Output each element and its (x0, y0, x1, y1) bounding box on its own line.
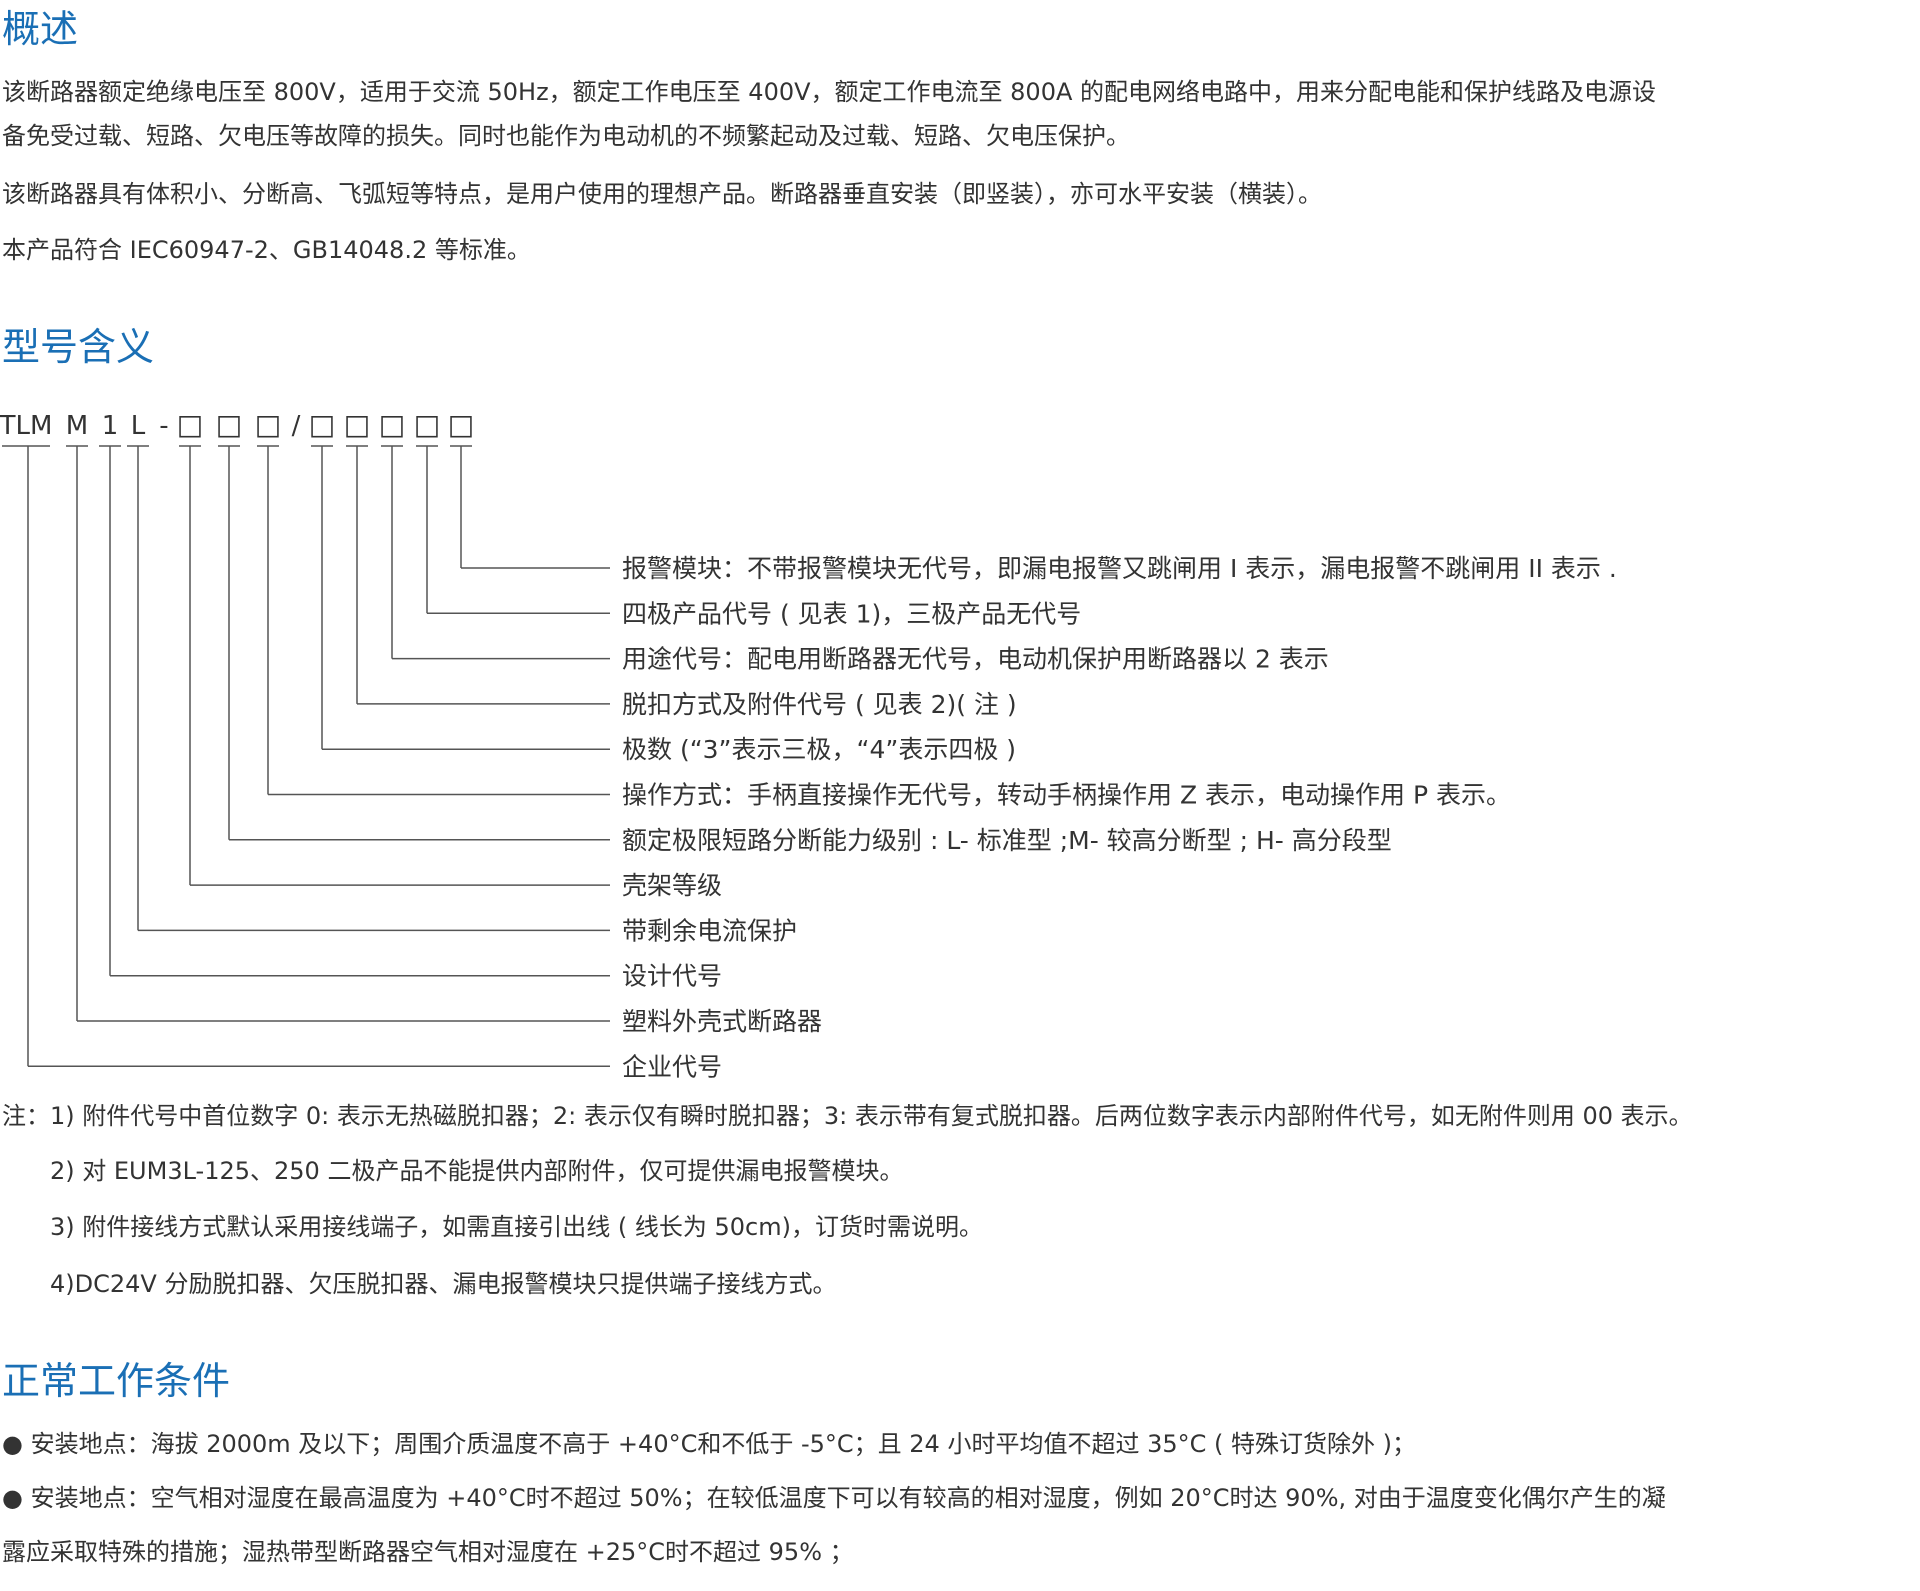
model-description: 企业代号 (622, 1052, 722, 1081)
bullet-icon: ● (2, 1430, 23, 1458)
model-description: 操作方式：手柄直接操作无代号，转动手柄操作用 Z 表示，电动操作用 P 表示。 (622, 781, 1511, 810)
condition-item-text: 安装地点：空气相对湿度在最高温度为 +40°C时不超过 50%；在较低温度下可以… (30, 1484, 1666, 1512)
code-placeholder-box: □ (255, 408, 281, 441)
model-diagram: TLM M 1 L - □ □ □ / □ □ □ □ □ 报警模块：不带报警模块无代号，即漏电报警又跳闸… (0, 408, 1617, 1081)
code-part: M (66, 411, 88, 441)
model-description: 脱扣方式及附件代号 ( 见表 2)( 注 ) (622, 690, 1017, 719)
condition-item-2: ● 安装地点：空气相对湿度在最高温度为 +40°C时不超过 50%；在较低温度下… (2, 1484, 1666, 1513)
code-placeholder-box: □ (177, 408, 203, 441)
model-description: 额定极限短路分断能力级别 : L- 标准型 ;M- 较高分断型 ; H- 高分段… (622, 826, 1392, 855)
condition-item-text: 安装地点：海拔 2000m 及以下；周围介质温度不高于 +40°C和不低于 -5… (30, 1430, 1416, 1458)
model-description: 塑料外壳式断路器 (622, 1007, 822, 1036)
model-description: 带剩余电流保护 (622, 916, 797, 945)
code-part: - (159, 411, 168, 441)
code-part: L (131, 411, 146, 441)
model-description: 极数 (“3”表示三极，“4”表示四极 ) (622, 735, 1016, 764)
code-placeholder-box: □ (216, 408, 242, 441)
code-placeholder-box: □ (448, 408, 474, 441)
code-placeholder-box: □ (379, 408, 405, 441)
conditions-title: 正常工作条件 (2, 1359, 231, 1403)
model-leader-lines (2, 445, 610, 1068)
model-description: 设计代号 (622, 962, 722, 991)
condition-item-2-cont: 露应采取特殊的措施；湿热带型断路器空气相对湿度在 +25°C时不超过 95% ； (2, 1538, 854, 1566)
overview-title: 概述 (2, 7, 79, 51)
code-part: / (292, 411, 301, 441)
overview-paragraph-1-cont: 备免受过载、短路、欠电压等故障的损失。同时也能作为电动机的不频繁起动及过载、短路… (2, 122, 1130, 150)
model-descriptions: 报警模块：不带报警模块无代号，即漏电报警又跳闸用 I 表示，漏电报警不跳闸用 I… (622, 554, 1617, 1081)
overview-paragraph-1: 该断路器额定绝缘电压至 800V，适用于交流 50Hz，额定工作电压至 400V… (2, 78, 1657, 106)
model-note-1: 注：1) 附件代号中首位数字 0: 表示无热磁脱扣器；2: 表示仅有瞬时脱扣器；… (2, 1102, 1693, 1130)
model-code-row: TLM M 1 L - □ □ □ / □ □ □ □ □ (0, 408, 474, 441)
model-title: 型号含义 (2, 325, 155, 369)
code-part: TLM (0, 411, 52, 441)
bullet-icon: ● (2, 1484, 23, 1512)
model-description: 用途代号：配电用断路器无代号，电动机保护用断路器以 2 表示 (622, 645, 1329, 674)
model-description: 四极产品代号 ( 见表 1)，三极产品无代号 (622, 599, 1081, 628)
model-note-4: 4)DC24V 分励脱扣器、欠压脱扣器、漏电报警模块只提供端子接线方式。 (50, 1270, 837, 1298)
code-placeholder-box: □ (414, 408, 440, 441)
model-description: 报警模块：不带报警模块无代号，即漏电报警又跳闸用 I 表示，漏电报警不跳闸用 I… (622, 554, 1617, 583)
code-part: 1 (102, 411, 119, 441)
model-note-2: 2) 对 EUM3L-125、250 二极产品不能提供内部附件，仅可提供漏电报警… (50, 1157, 904, 1185)
condition-item-1: ● 安装地点：海拔 2000m 及以下；周围介质温度不高于 +40°C和不低于 … (2, 1430, 1416, 1459)
model-note-3: 3) 附件接线方式默认采用接线端子，如需直接引出线 ( 线长为 50cm)，订货… (50, 1213, 983, 1241)
code-placeholder-box: □ (344, 408, 370, 441)
code-placeholder-box: □ (309, 408, 335, 441)
overview-paragraph-2: 该断路器具有体积小、分断高、飞弧短等特点，是用户使用的理想产品。断路器垂直安装（… (2, 180, 1322, 208)
overview-paragraph-3: 本产品符合 IEC60947-2、GB14048.2 等标准。 (2, 236, 531, 264)
model-description: 壳架等级 (622, 871, 722, 900)
